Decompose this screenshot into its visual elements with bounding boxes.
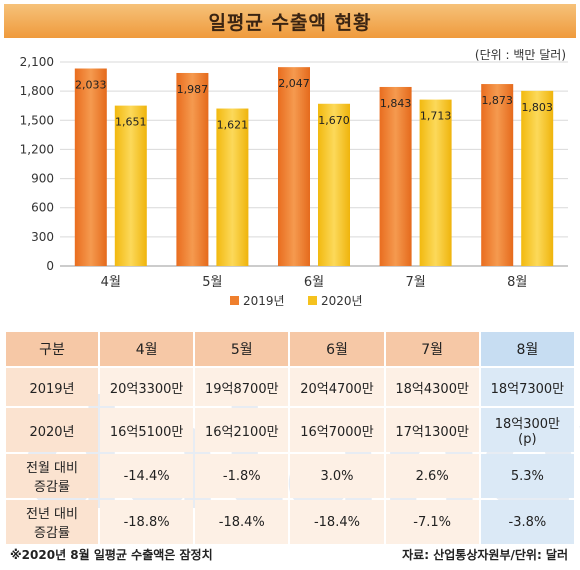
y-tick-label: 1,800: [20, 84, 54, 98]
y-tick-label: 1,200: [20, 142, 54, 156]
table-header-cell: 8월: [480, 332, 574, 366]
bar-2020: [318, 103, 350, 266]
table-cell: 18억7300만: [480, 368, 574, 406]
table-cell: 20억4700만: [290, 368, 384, 406]
bar-2020: [216, 108, 249, 266]
bar-2020: [521, 90, 554, 266]
data-label: 1,987: [177, 83, 209, 96]
legend-label: 2020년: [321, 294, 363, 308]
title-banner: 일평균 수출액 현황: [4, 4, 576, 38]
table-cell: -1.8%: [195, 454, 289, 498]
table-row: 2020년 16억5100만 16억2100만 16억7000만 17억1300만 18억…: [6, 408, 574, 452]
table-cell: 17억1300만: [385, 408, 479, 452]
table-cell: -18.4%: [195, 500, 289, 544]
table-cell: 16억5100만: [100, 408, 194, 452]
data-label: 1,670: [318, 114, 350, 127]
bar-2020: [419, 99, 452, 266]
row-label: 전월 대비 증감률: [6, 454, 98, 498]
table-header-cell: 6월: [290, 332, 384, 366]
data-label: 1,713: [420, 110, 452, 123]
table-cell: -14.4%: [100, 454, 194, 498]
y-tick-label: 300: [31, 230, 54, 244]
table-cell: -18.8%: [100, 500, 194, 544]
y-tick-label: 600: [31, 201, 54, 215]
x-tick-label: 8월: [507, 275, 527, 290]
data-label: 1,651: [115, 116, 147, 129]
table-header-cell: 4월: [100, 332, 194, 366]
footnote: ※2020년 8월 일평균 수출액은 잠정치: [10, 548, 213, 562]
legend-swatch: [308, 296, 317, 305]
data-label: 1,621: [217, 119, 249, 132]
table-cell: 18억4300만: [385, 368, 479, 406]
y-tick-label: 0: [46, 259, 54, 273]
table-header-cell: 7월: [385, 332, 479, 366]
data-label: 2,047: [278, 77, 310, 90]
data-label: 1,803: [521, 101, 553, 114]
y-tick-label: 900: [31, 172, 54, 186]
table-cell: 16억7000만: [290, 408, 384, 452]
bar-chart-svg: 0 300 600 900 1,200 1,500 1,800 2,100 2,033 1,651…: [20, 55, 568, 308]
table-cell: 19억8700만: [195, 368, 289, 406]
x-tick-label: 5월: [202, 275, 222, 290]
table-header-cell: 구분: [6, 332, 98, 366]
x-tick-label: 4월: [101, 275, 121, 290]
data-table: 구분 4월 5월 6월 7월 8월 2019년 20억3300만 19억8700만 20억4700…: [4, 330, 576, 546]
bar-2019: [481, 84, 514, 267]
table-header-row: 구분 4월 5월 6월 7월 8월: [6, 332, 574, 366]
table-cell: -7.1%: [385, 500, 479, 544]
x-tick-label: 6월: [304, 275, 324, 290]
chart-title: 일평균 수출액 현황: [208, 11, 372, 34]
data-label: 2,033: [75, 79, 107, 92]
source-note: 자료: 산업통상자원부/단위: 달러: [402, 548, 568, 562]
y-tick-label: 2,100: [20, 55, 54, 69]
bar-2019: [74, 68, 107, 266]
table-row: 전월 대비 증감률 -14.4% -1.8% 3.0% 2.6% 5.3%: [6, 454, 574, 498]
table-cell: 18억300만 (p): [480, 408, 574, 452]
row-label: 2019년: [6, 368, 98, 406]
row-label: 전년 대비 증감률: [6, 500, 98, 544]
unit-note: (단위 : 백만 달러): [474, 48, 566, 62]
y-tick-label: 1,500: [20, 113, 54, 127]
bar-2019: [278, 67, 310, 266]
x-tick-label: 7월: [405, 275, 425, 290]
table-cell: 16억2100만: [195, 408, 289, 452]
bar-chart: 0 300 600 900 1,200 1,500 1,800 2,100 2,033 1,651…: [0, 52, 580, 322]
bar-2019: [379, 86, 412, 266]
data-label: 1,843: [380, 97, 412, 110]
bar-2020: [114, 105, 147, 266]
legend-label: 2019년: [243, 294, 285, 308]
table-row: 2019년 20억3300만 19억8700만 20억4700만 18억4300만 18억…: [6, 368, 574, 406]
table-cell: 3.0%: [290, 454, 384, 498]
row-label: 2020년: [6, 408, 98, 452]
table-header-cell: 5월: [195, 332, 289, 366]
table-cell: -3.8%: [480, 500, 574, 544]
table-row: 전년 대비 증감률 -18.8% -18.4% -18.4% -7.1% -3.8%: [6, 500, 574, 544]
data-label: 1,873: [481, 94, 513, 107]
bar-2019: [176, 72, 209, 266]
table-cell: -18.4%: [290, 500, 384, 544]
table-cell: 5.3%: [480, 454, 574, 498]
table-cell: 2.6%: [385, 454, 479, 498]
table-cell: 20억3300만: [100, 368, 194, 406]
legend-swatch: [230, 296, 239, 305]
